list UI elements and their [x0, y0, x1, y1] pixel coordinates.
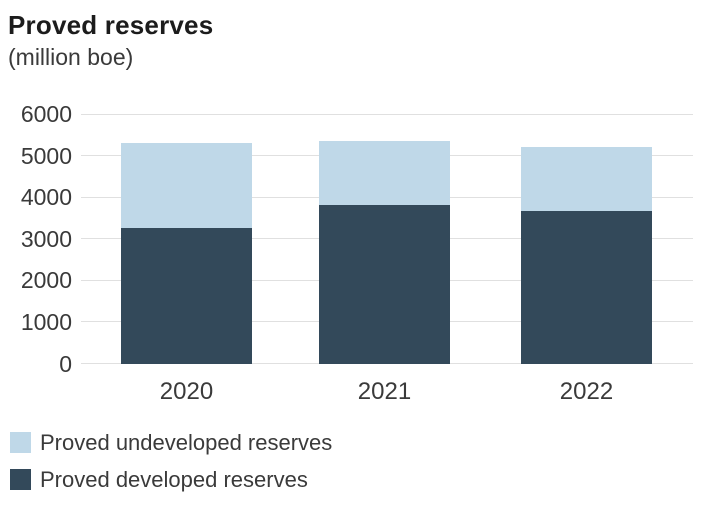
bar-segment-undeveloped [121, 143, 252, 229]
bar-group-2021 [319, 114, 450, 364]
bar-group-2022 [521, 114, 652, 364]
y-axis-tick-label: 6000 [20, 101, 72, 127]
y-axis-tick-label: 5000 [20, 142, 72, 169]
y-axis-tick-label: 3000 [20, 225, 72, 252]
gridline [81, 363, 693, 364]
legend-label: Proved undeveloped reserves [40, 429, 333, 455]
x-axis-category-label: 2021 [357, 377, 412, 405]
y-axis-tick-label: 0 [59, 350, 72, 377]
legend-label: Proved developed reserves [40, 466, 308, 492]
legend-swatch-icon [10, 432, 31, 453]
bar-segment-undeveloped [319, 140, 450, 205]
x-axis-category-label: 2020 [159, 377, 214, 405]
y-axis-tick-label: 4000 [20, 184, 72, 211]
bar-segment-developed [319, 204, 450, 364]
chart-subtitle: (million boe) [8, 44, 134, 70]
y-axis-tick-label: 1000 [20, 308, 72, 335]
chart-title: Proved reserves [8, 10, 214, 40]
chart-legend: Proved undeveloped reserves Proved develo… [10, 429, 332, 503]
gridline [81, 113, 693, 115]
plot-area: 2020 2021 2022 [81, 113, 693, 405]
legend-swatch-icon [10, 469, 31, 490]
bar-segment-developed [121, 228, 252, 364]
bar-segment-developed [521, 210, 652, 364]
bar-segment-undeveloped [521, 147, 652, 211]
legend-row: Proved developed reserves [10, 466, 332, 493]
x-axis-category-label: 2022 [559, 377, 614, 405]
y-axis-tick-label: 2000 [20, 267, 72, 294]
bar-group-2020 [121, 114, 252, 364]
legend-row: Proved undeveloped reserves [10, 429, 332, 456]
